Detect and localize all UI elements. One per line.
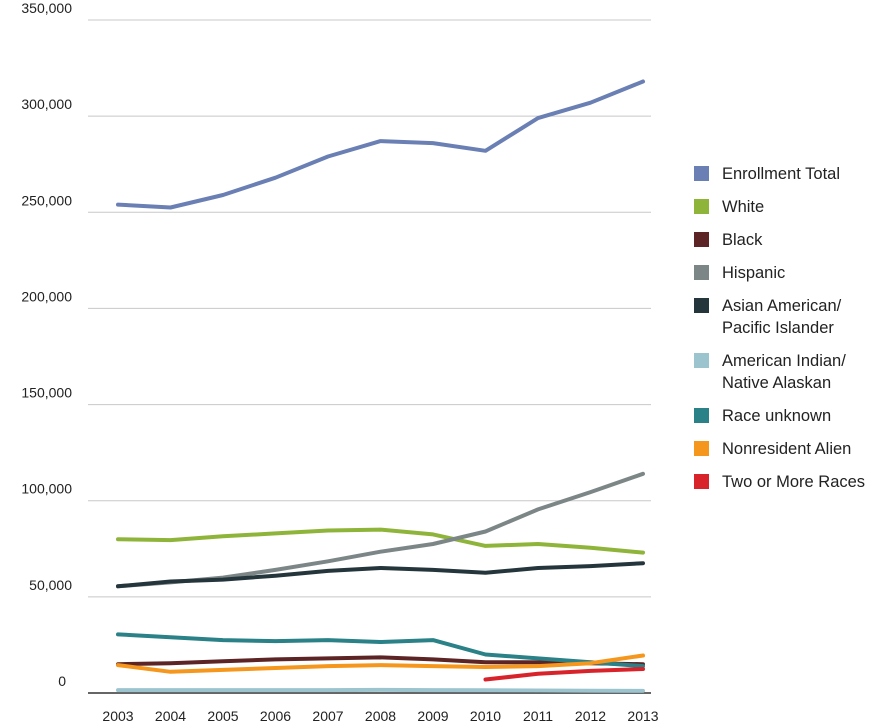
- y-tick-label: 350,000: [21, 0, 72, 16]
- x-tick-label: 2013: [627, 708, 658, 724]
- series-line-two-or-more-races: [483, 667, 645, 682]
- x-axis-ticks: 2003 2004 2005 2006 2007 2008 2009 2010 2011 2012…: [102, 708, 658, 724]
- gridlines: [88, 19, 651, 694]
- x-tick-label: 2011: [523, 708, 553, 724]
- series-lines: [116, 79, 645, 693]
- legend-label: Nonresident Alien: [722, 440, 852, 458]
- y-axis-ticks: 0 50,000 100,000 150,000 200,000 250,000 300,0…: [21, 0, 72, 689]
- y-tick-label: 50,000: [29, 577, 72, 593]
- series-line-enrollment-total: [116, 79, 645, 210]
- series-line-asian-american-pacific-islander: [116, 561, 645, 589]
- legend-swatch: [694, 199, 709, 214]
- series-line-nonresident-alien: [116, 653, 645, 674]
- series-line-american-indian-native-alaskan: [116, 687, 645, 693]
- legend: Enrollment Total White Black Hispanic Asian …: [694, 163, 872, 504]
- legend-item: White: [694, 196, 872, 218]
- series-line-white: [116, 527, 645, 555]
- legend-item: Nonresident Alien: [694, 438, 872, 460]
- x-tick-label: 2008: [365, 708, 396, 724]
- x-tick-label: 2012: [575, 708, 606, 724]
- legend-swatch: [694, 298, 709, 313]
- legend-item: Hispanic: [694, 262, 872, 284]
- legend-item: American Indian/ Native Alaskan: [694, 350, 872, 394]
- x-tick-label: 2006: [260, 708, 291, 724]
- legend-swatch: [694, 408, 709, 423]
- legend-swatch: [694, 353, 709, 368]
- legend-label: Hispanic: [722, 264, 786, 282]
- x-tick-label: 2007: [312, 708, 343, 724]
- x-tick-label: 2003: [102, 708, 133, 724]
- x-tick-label: 2005: [207, 708, 238, 724]
- legend-label: Enrollment Total: [722, 165, 841, 183]
- legend-label: Black: [722, 231, 763, 249]
- legend-label: White: [722, 198, 765, 216]
- y-tick-label: 150,000: [21, 385, 72, 401]
- legend-label: Race unknown: [722, 407, 832, 425]
- legend-swatch: [694, 441, 709, 456]
- legend-label: American Indian/ Native Alaskan: [722, 352, 846, 392]
- legend-item: Race unknown: [694, 405, 872, 427]
- y-tick-label: 200,000: [21, 288, 72, 304]
- x-tick-label: 2010: [470, 708, 501, 724]
- x-tick-label: 2009: [417, 708, 448, 724]
- x-tick-label: 2004: [155, 708, 186, 724]
- legend-label: Asian American/ Pacific Islander: [722, 297, 842, 337]
- legend-item: Asian American/ Pacific Islander: [694, 295, 872, 339]
- legend-swatch: [694, 166, 709, 181]
- y-tick-label: 0: [58, 673, 66, 689]
- legend-swatch: [694, 474, 709, 489]
- y-tick-label: 250,000: [21, 192, 72, 208]
- legend-item: Black: [694, 229, 872, 251]
- legend-item: Two or More Races: [694, 471, 872, 493]
- legend-swatch: [694, 232, 709, 247]
- y-tick-label: 100,000: [21, 481, 72, 497]
- series-line-black: [116, 655, 645, 667]
- legend-label: Two or More Races: [722, 473, 866, 491]
- legend-swatch: [694, 265, 709, 280]
- series-line-race-unknown: [116, 632, 645, 669]
- y-tick-label: 300,000: [21, 96, 72, 112]
- legend-item: Enrollment Total: [694, 163, 872, 185]
